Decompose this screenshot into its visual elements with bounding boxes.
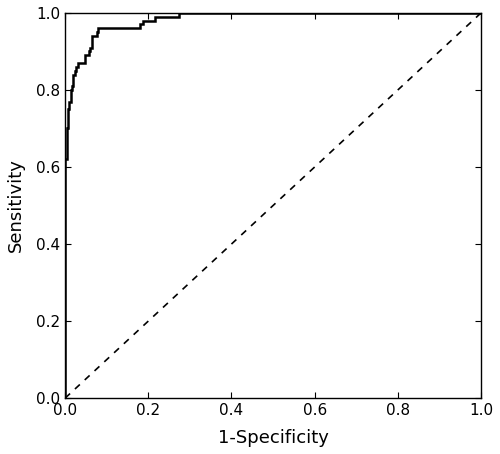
X-axis label: 1-Specificity: 1-Specificity (218, 429, 328, 447)
Y-axis label: Sensitivity: Sensitivity (7, 158, 25, 252)
